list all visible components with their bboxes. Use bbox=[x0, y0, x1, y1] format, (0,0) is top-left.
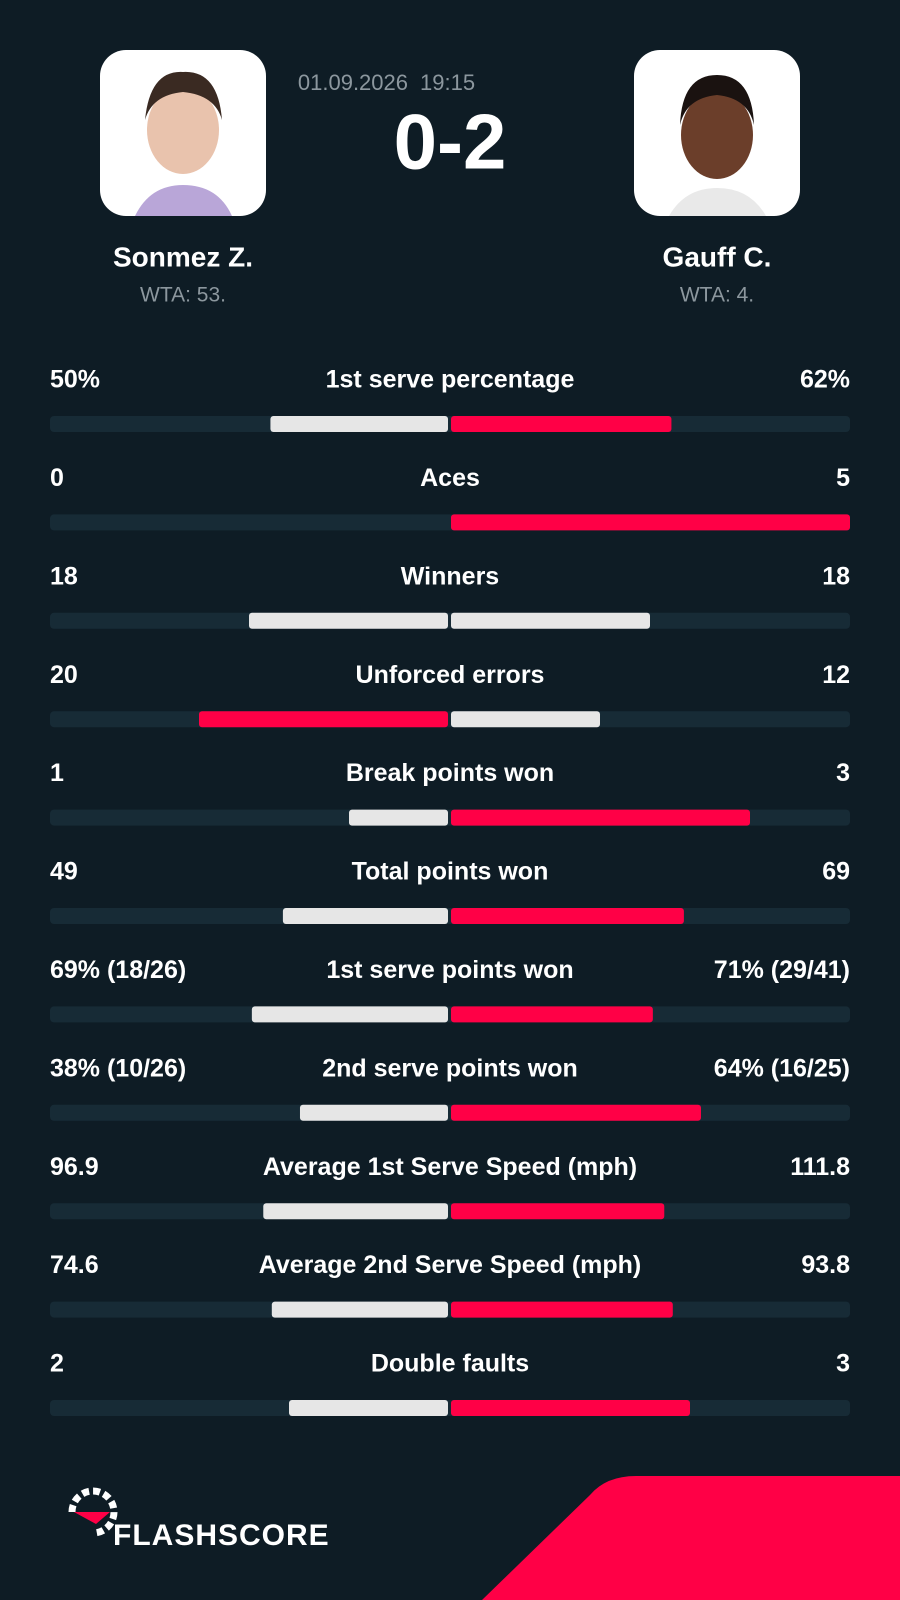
stat-label: 2nd serve points won bbox=[322, 1054, 578, 1082]
stat-label: Winners bbox=[401, 562, 499, 590]
stat-label: Average 1st Serve Speed (mph) bbox=[263, 1153, 637, 1181]
stat-label: Aces bbox=[420, 464, 480, 492]
player-rank: WTA: 53. bbox=[140, 284, 226, 307]
stat-value: 38% (10/26) bbox=[50, 1054, 186, 1082]
bar bbox=[451, 908, 684, 924]
bar bbox=[199, 711, 448, 728]
stat-value: 3 bbox=[836, 759, 850, 787]
stat-label: Double faults bbox=[371, 1350, 529, 1378]
stat-label: 1st serve percentage bbox=[326, 366, 575, 394]
bar bbox=[451, 809, 750, 826]
player-rank: WTA: 4. bbox=[680, 284, 754, 307]
stat-value: 18 bbox=[822, 562, 850, 590]
stat-value: 96.9 bbox=[50, 1153, 99, 1181]
match-score: 0-2 bbox=[394, 98, 507, 186]
bar bbox=[451, 514, 850, 531]
match-time: 19:15 bbox=[420, 70, 475, 95]
bar bbox=[270, 416, 448, 432]
bar-track bbox=[50, 908, 850, 924]
bar-track bbox=[50, 1301, 850, 1318]
bar bbox=[251, 1006, 448, 1023]
bar bbox=[299, 1104, 448, 1121]
bar-track bbox=[50, 1104, 850, 1121]
stat-value: 50% bbox=[50, 366, 100, 394]
bar-track bbox=[50, 1006, 850, 1023]
stat-value: 20 bbox=[50, 661, 78, 689]
stat-value: 49 bbox=[50, 858, 78, 886]
bar bbox=[271, 1301, 448, 1318]
player-photo bbox=[634, 50, 800, 216]
stat-label: Total points won bbox=[352, 858, 549, 886]
bar bbox=[282, 908, 448, 924]
brand-logo bbox=[68, 1487, 118, 1537]
stat-value: 1 bbox=[50, 759, 64, 787]
bar bbox=[451, 711, 600, 728]
brand-name: FLASHSCORE bbox=[113, 1519, 330, 1552]
bar-track bbox=[50, 1203, 850, 1220]
bar-track bbox=[50, 711, 850, 728]
bar bbox=[451, 1104, 701, 1121]
stat-label: 1st serve points won bbox=[326, 956, 573, 984]
stat-value: 74.6 bbox=[50, 1251, 99, 1279]
bar bbox=[451, 1203, 665, 1220]
stat-value: 2 bbox=[50, 1350, 64, 1378]
match-date: 01.09.2026 bbox=[298, 70, 408, 95]
stat-value: 69% (18/26) bbox=[50, 956, 186, 984]
stat-label: Unforced errors bbox=[356, 661, 545, 689]
bar bbox=[451, 416, 672, 432]
stat-value: 3 bbox=[836, 1350, 850, 1378]
player-photo bbox=[100, 50, 266, 216]
bar bbox=[451, 612, 650, 629]
stat-value: 71% (29/41) bbox=[714, 956, 850, 984]
stat-value: 93.8 bbox=[801, 1251, 850, 1279]
bar bbox=[263, 1203, 448, 1220]
stat-value: 5 bbox=[836, 464, 850, 492]
stat-label: Average 2nd Serve Speed (mph) bbox=[259, 1251, 642, 1279]
player-name: Sonmez Z. bbox=[113, 241, 253, 272]
stat-value: 69 bbox=[822, 858, 850, 886]
bar-track bbox=[50, 612, 850, 629]
stat-value: 12 bbox=[822, 661, 850, 689]
stat-label: Break points won bbox=[346, 759, 554, 787]
bar bbox=[349, 809, 448, 826]
bar bbox=[451, 1006, 653, 1023]
stats-rows: 1st serve percentage 50% 62% Aces 0 5 Winners 1… bbox=[50, 366, 850, 1416]
decor-shape bbox=[482, 1476, 900, 1600]
stat-value: 62% bbox=[800, 366, 850, 394]
stat-value: 111.8 bbox=[790, 1153, 850, 1181]
bar-track bbox=[50, 1400, 850, 1416]
stat-value: 18 bbox=[50, 562, 78, 590]
bar bbox=[289, 1400, 448, 1416]
stat-value: 64% (16/25) bbox=[714, 1054, 850, 1082]
bar bbox=[249, 612, 448, 629]
bar-track bbox=[50, 416, 850, 432]
bar bbox=[451, 1301, 673, 1318]
stat-value: 0 bbox=[50, 464, 64, 492]
bar bbox=[451, 1400, 690, 1416]
player-name: Gauff C. bbox=[663, 241, 772, 272]
